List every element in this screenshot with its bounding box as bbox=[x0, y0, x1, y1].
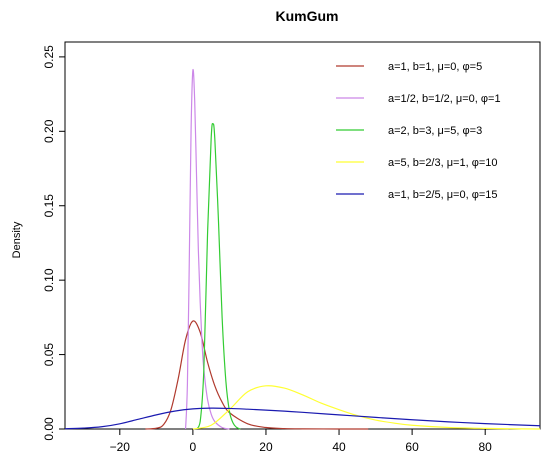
legend: a=1, b=1, μ=0, φ=5 a=1/2, b=1/2, μ=0, φ=1… bbox=[336, 61, 501, 201]
legend-label-1: a=1, b=1, μ=0, φ=5 bbox=[388, 61, 482, 73]
series-layer bbox=[64, 68, 541, 430]
y-tick-label: 0.00 bbox=[42, 417, 56, 441]
x-tick-label: 80 bbox=[479, 440, 493, 454]
x-tick-label: 60 bbox=[405, 440, 419, 454]
series-line-5 bbox=[64, 407, 541, 430]
y-tick-label: 0.10 bbox=[42, 268, 56, 292]
chart-title: KumGum bbox=[276, 8, 339, 24]
legend-label-4: a=5, b=2/3, μ=1, φ=10 bbox=[388, 157, 498, 169]
legend-label-3: a=2, b=3, μ=5, φ=3 bbox=[388, 125, 482, 137]
x-tick-label: 20 bbox=[259, 440, 273, 454]
series-line-3 bbox=[195, 122, 241, 430]
x-tick-label: 40 bbox=[332, 440, 346, 454]
series-line-2 bbox=[184, 68, 230, 430]
legend-label-2: a=1/2, b=1/2, μ=0, φ=1 bbox=[388, 93, 501, 105]
x-tick-label: −20 bbox=[110, 440, 131, 454]
series-line-1 bbox=[145, 320, 369, 430]
x-tick-label: 0 bbox=[190, 440, 197, 454]
y-tick-label: 0.20 bbox=[42, 119, 56, 143]
y-axis: 0.00 0.05 0.10 0.15 0.20 0.25 bbox=[42, 45, 65, 441]
legend-label-5: a=1, b=2/5, μ=0, φ=15 bbox=[388, 189, 498, 201]
y-tick-label: 0.15 bbox=[42, 194, 56, 218]
series-line-4 bbox=[192, 385, 541, 430]
y-axis-title: Density bbox=[11, 221, 23, 258]
y-tick-label: 0.05 bbox=[42, 343, 56, 367]
y-tick-label: 0.25 bbox=[42, 45, 56, 69]
x-axis: −20 0 20 40 60 80 bbox=[110, 429, 493, 454]
